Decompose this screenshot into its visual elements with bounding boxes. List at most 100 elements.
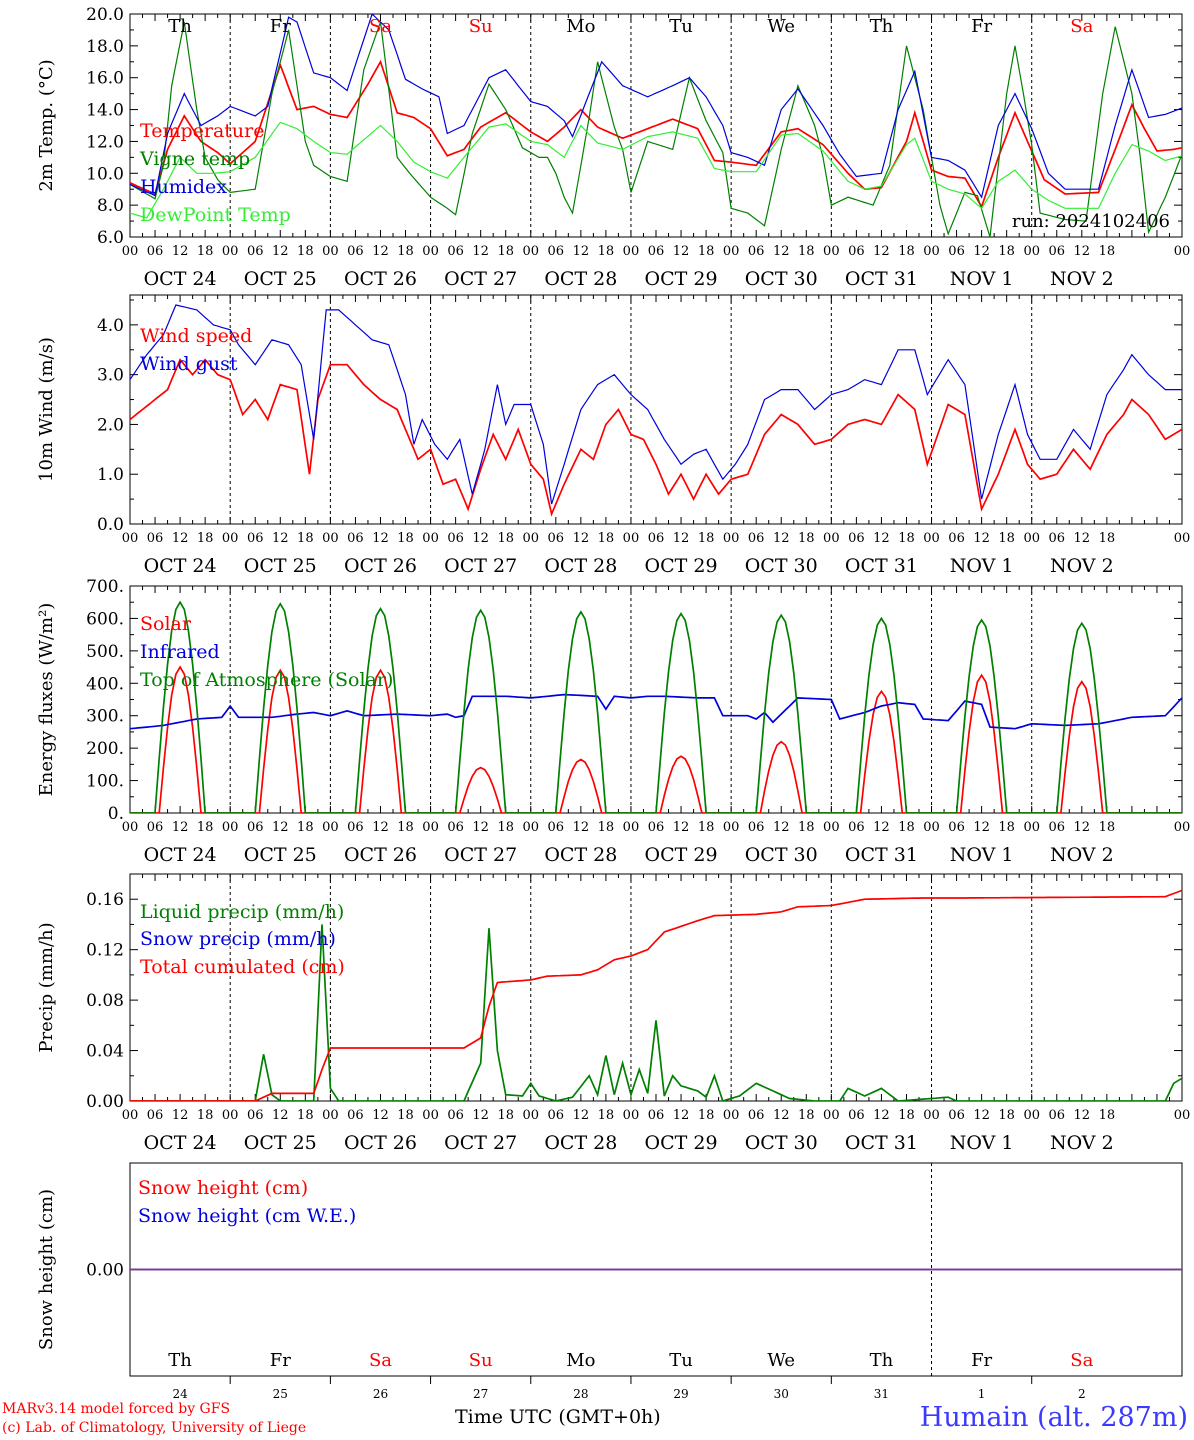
hour-tick-label: 12 [973, 244, 990, 259]
y-tick-label: 700. [86, 577, 124, 597]
hour-tick-label: 12 [873, 531, 890, 546]
y-axis-label: Snow height (cm) [36, 1189, 57, 1350]
legend-entry: Infrared [140, 641, 220, 663]
hour-tick-label: 18 [197, 244, 214, 259]
date-label: OCT 30 [745, 268, 818, 290]
legend-entry: Solar [140, 613, 192, 635]
date-label: NOV 2 [1050, 555, 1114, 577]
hour-tick-label: 06 [447, 820, 464, 835]
hour-tick-label: 18 [497, 244, 514, 259]
series-line-1 [130, 924, 1182, 1101]
y-tick-label: 600. [86, 609, 124, 629]
hour-tick-label: 18 [598, 1108, 615, 1123]
hour-tick-label: 18 [798, 1108, 815, 1123]
hour-tick-label: 12 [773, 1108, 790, 1123]
hour-tick-label: 00 [1023, 1108, 1040, 1123]
series-line-2 [130, 304, 1182, 505]
hour-tick-label: 18 [297, 1108, 314, 1123]
hour-tick-label: 06 [848, 820, 865, 835]
date-label: OCT 25 [244, 555, 317, 577]
hour-tick-label: 06 [548, 1108, 565, 1123]
hour-tick-label: 06 [1048, 244, 1065, 259]
hour-tick-label: 12 [873, 1108, 890, 1123]
date-label: OCT 29 [645, 268, 718, 290]
date-label: OCT 27 [444, 555, 517, 577]
hour-tick-label: 18 [397, 244, 414, 259]
y-tick-label: 3.0 [97, 366, 124, 386]
hour-tick-label: 12 [472, 531, 489, 546]
y-tick-label: 200. [86, 739, 124, 759]
date-label: OCT 28 [544, 555, 617, 577]
legend-entry: Total cumulated (cm) [140, 956, 345, 978]
date-label: OCT 31 [845, 268, 918, 290]
lab-credit: (c) Lab. of Climatology, University of L… [2, 1420, 307, 1436]
day-number-label: 24 [172, 1387, 188, 1401]
hour-tick-label: 12 [1074, 1108, 1091, 1123]
hour-tick-label: 06 [748, 244, 765, 259]
y-tick-label: 0.00 [86, 1261, 124, 1281]
hour-tick-label: 18 [998, 820, 1015, 835]
hour-tick-label: 18 [798, 531, 815, 546]
hour-tick-label: 18 [497, 531, 514, 546]
day-number-label: 2 [1078, 1387, 1086, 1401]
y-tick-label: 20.0 [86, 5, 124, 25]
date-label: NOV 2 [1050, 268, 1114, 290]
hour-tick-label: 18 [197, 531, 214, 546]
legend-entry: Wind gust [140, 353, 238, 375]
hour-tick-label: 12 [573, 820, 590, 835]
hour-tick-label: 00 [422, 1108, 439, 1123]
hour-tick-label: 12 [172, 244, 189, 259]
date-label: OCT 26 [344, 1132, 417, 1154]
series-line-1 [130, 59, 1182, 209]
hour-tick-label: 18 [397, 1108, 414, 1123]
hour-tick-label: 18 [598, 531, 615, 546]
weekday-label: Fr [270, 1350, 291, 1371]
date-label: OCT 28 [544, 1132, 617, 1154]
hour-tick-label: 12 [272, 244, 289, 259]
hour-tick-label: 12 [372, 1108, 389, 1123]
hour-tick-label: 12 [1074, 531, 1091, 546]
station-label: Humain (alt. 287m) [919, 1402, 1188, 1433]
y-tick-label: 0.00 [86, 1092, 124, 1112]
legend-entry: Snow height (cm W.E.) [138, 1205, 356, 1227]
weekday-label: Su [469, 1350, 493, 1371]
hour-tick-label: 00 [222, 820, 239, 835]
hour-tick-label: 06 [347, 531, 364, 546]
weekday-label: Th [870, 1350, 894, 1371]
hour-tick-label: 00 [522, 244, 539, 259]
hour-tick-label: 00 [823, 244, 840, 259]
hour-tick-label: 06 [648, 244, 665, 259]
hour-tick-label: 00 [923, 531, 940, 546]
hour-tick-label: 00 [623, 1108, 640, 1123]
y-tick-label: 0.0 [97, 515, 124, 535]
hour-tick-label: 12 [272, 820, 289, 835]
legend-entry: Vigne temp [139, 148, 250, 170]
hour-tick-label: 00 [322, 244, 339, 259]
y-tick-label: 0.12 [86, 941, 124, 961]
date-label: OCT 29 [645, 1132, 718, 1154]
hour-tick-label: 00 [1174, 244, 1191, 259]
date-label: OCT 26 [344, 268, 417, 290]
hour-tick-label: 06 [447, 244, 464, 259]
hour-tick-label: 18 [497, 820, 514, 835]
hour-tick-label: 18 [197, 1108, 214, 1123]
date-label: OCT 31 [845, 844, 918, 866]
date-label: OCT 30 [745, 1132, 818, 1154]
hour-tick-label: 12 [673, 531, 690, 546]
hour-tick-label: 12 [973, 820, 990, 835]
plot-frame [129, 585, 1183, 814]
hour-tick-label: 06 [147, 531, 164, 546]
hour-tick-label: 12 [272, 531, 289, 546]
hour-tick-label: 00 [122, 244, 139, 259]
chart-panel-2: 0.0 1.0 2.0 3.0 4.0 10m Wind (m/s) Wind speed W… [36, 294, 1190, 577]
hour-tick-label: 18 [898, 1108, 915, 1123]
weekday-label: Th [168, 1350, 192, 1371]
y-axis-label: Precip (mm/h) [36, 922, 57, 1052]
hour-tick-label: 00 [1174, 820, 1191, 835]
weekday-label: Sa [369, 1350, 392, 1371]
hour-tick-label: 06 [447, 531, 464, 546]
hour-tick-label: 00 [522, 820, 539, 835]
date-label: NOV 1 [950, 555, 1014, 577]
weekday-label: Fr [270, 16, 291, 37]
